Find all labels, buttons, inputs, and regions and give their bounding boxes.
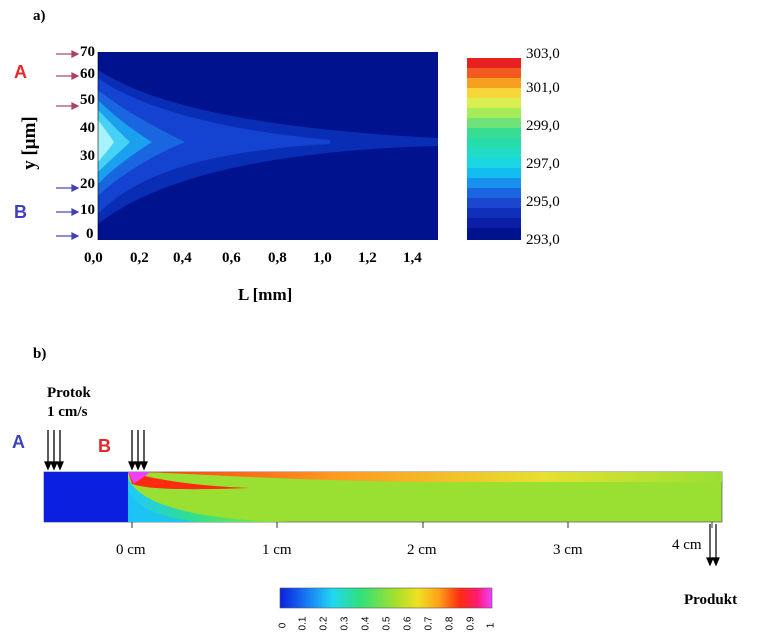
flow-title: Protok [47,385,91,401]
colorbar-tick: 293,0 [526,232,560,248]
colorbar-b-tick: 0.8 [444,616,456,631]
panel-a-colorbar [467,58,521,240]
product-label: Produkt [684,592,738,608]
x-tick-label-b: 4 cm [672,537,702,553]
panel-b-colorbar [279,587,493,609]
colorbar-b-tick: 0.7 [423,616,435,631]
colorbar-tick: 301,0 [526,80,560,96]
y-tick-label: 50 [80,92,95,108]
marker-b-b: B [98,436,111,456]
panel-a-plot [56,50,521,240]
x-tick-label: 1,4 [403,250,422,266]
y-tick-label: 20 [80,176,95,192]
colorbar-b-ticks: 0 0.1 0.2 0.3 0.4 0.5 0.6 0.7 0.8 0.9 1 [277,612,497,634]
panel-a-y-label: y [μm] [19,116,40,170]
colorbar-tick: 295,0 [526,194,560,210]
x-tick-label: 0,6 [222,250,241,266]
y-tick-label: 30 [80,148,95,164]
colorbar-b-tick: 0.5 [381,616,393,631]
marker-a-b: A [12,432,25,452]
inlet-arrows-a-b [44,430,64,471]
outlet-arrows [706,524,720,567]
colorbar-b-tick: 0.1 [297,616,309,631]
panel-b-plot [43,430,723,609]
panel-b-label: b) [33,346,47,362]
colorbar-b-tick: 1 [485,622,497,629]
colorbar-b-tick: 0.6 [402,616,414,631]
colorbar-b-tick: 0.4 [360,616,372,631]
x-tick-label: 0,0 [84,250,103,266]
y-tick-label: 10 [80,202,95,218]
inlet-arrows-b [56,184,80,240]
y-tick-label: 60 [80,66,95,82]
contour-band-2 [98,78,330,214]
x-tick-label: 0,4 [173,250,192,266]
y-tick-label: 70 [80,44,95,60]
colorbar-b-tick: 0.2 [318,616,330,631]
colorbar-tick: 299,0 [526,118,560,134]
mixing-channel [43,471,723,523]
colorbar-b-tick: 0 [277,622,289,629]
colorbar-b-tick: 0.3 [339,616,351,631]
marker-b: B [14,202,27,222]
colorbar-tick: 297,0 [526,156,560,172]
panel-a-label: a) [33,8,46,24]
y-tick-label: 0 [86,226,94,242]
marker-a: A [14,62,27,82]
x-tick-label-b: 1 cm [262,542,292,558]
y-tick-label: 40 [80,120,95,136]
contour-band-5 [98,110,130,172]
panel-a-x-label: L [mm] [238,285,293,304]
x-tick-label-b: 2 cm [407,542,437,558]
colorbar-b-tick: 0.9 [465,616,477,631]
inlet-arrows-b-b [128,430,148,471]
contour-band-6 [98,120,114,162]
x-tick-label: 0,2 [130,250,149,266]
x-tick-label-b: 3 cm [553,542,583,558]
x-tick-label: 1,2 [358,250,377,266]
x-tick-label: 0,8 [268,250,287,266]
flow-value: 1 cm/s [47,404,88,420]
inlet-arrows-a [56,50,80,110]
colorbar-tick: 303,0 [526,46,560,62]
panel-b-x-axis [131,522,713,528]
x-tick-label: 1,0 [313,250,332,266]
x-tick-label-b: 0 cm [116,542,146,558]
